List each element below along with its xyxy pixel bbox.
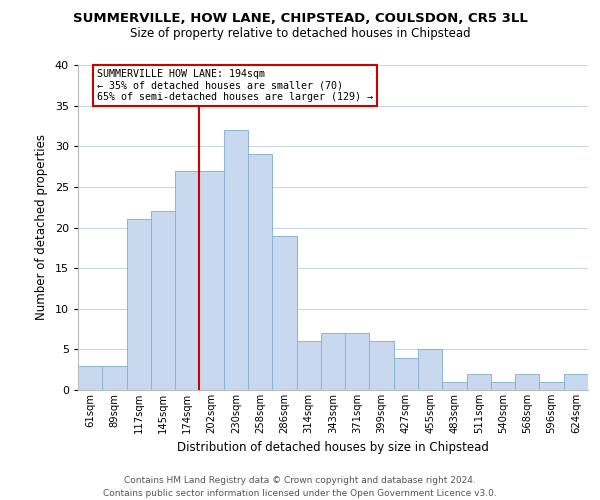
Bar — [467, 374, 491, 390]
Bar — [224, 130, 248, 390]
Bar — [199, 170, 224, 390]
Y-axis label: Number of detached properties: Number of detached properties — [35, 134, 48, 320]
Bar — [515, 374, 539, 390]
Bar — [321, 333, 345, 390]
Text: Contains HM Land Registry data © Crown copyright and database right 2024.
Contai: Contains HM Land Registry data © Crown c… — [103, 476, 497, 498]
Bar — [539, 382, 564, 390]
Bar — [248, 154, 272, 390]
Bar — [78, 366, 102, 390]
Text: Size of property relative to detached houses in Chipstead: Size of property relative to detached ho… — [130, 28, 470, 40]
Bar — [394, 358, 418, 390]
Text: SUMMERVILLE, HOW LANE, CHIPSTEAD, COULSDON, CR5 3LL: SUMMERVILLE, HOW LANE, CHIPSTEAD, COULSD… — [73, 12, 527, 26]
Bar — [296, 341, 321, 390]
Bar — [175, 170, 199, 390]
Bar — [491, 382, 515, 390]
Bar — [151, 211, 175, 390]
Bar — [442, 382, 467, 390]
Bar — [564, 374, 588, 390]
Bar — [370, 341, 394, 390]
X-axis label: Distribution of detached houses by size in Chipstead: Distribution of detached houses by size … — [177, 442, 489, 454]
Bar — [127, 220, 151, 390]
Bar — [418, 350, 442, 390]
Bar — [272, 236, 296, 390]
Bar — [345, 333, 370, 390]
Text: SUMMERVILLE HOW LANE: 194sqm
← 35% of detached houses are smaller (70)
65% of se: SUMMERVILLE HOW LANE: 194sqm ← 35% of de… — [97, 69, 373, 102]
Bar — [102, 366, 127, 390]
